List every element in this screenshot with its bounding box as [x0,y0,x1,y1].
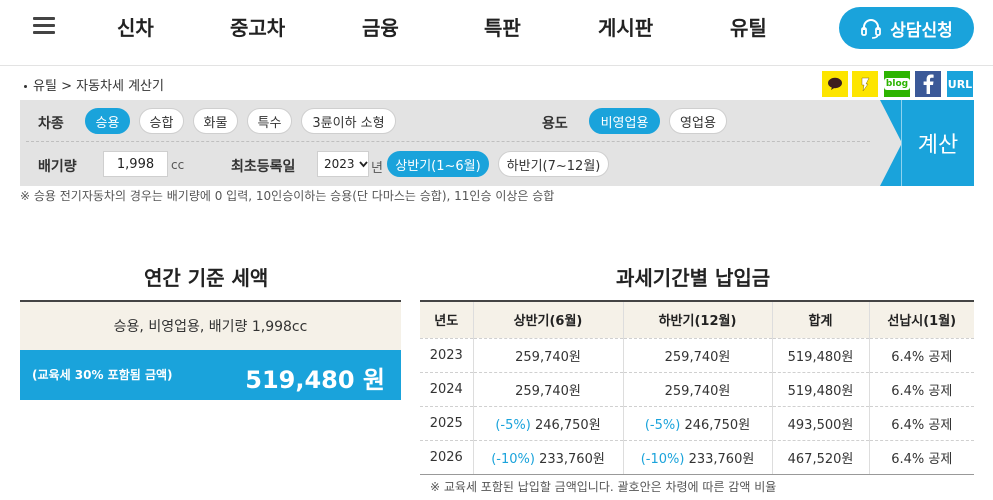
row-year: 2026 [420,439,473,475]
table-note: ※ 교육세 포함된 납입할 금액입니다. 괄호안은 차령에 따른 감액 비율 [430,480,777,494]
annual-amount: 519,480 원 [245,366,385,394]
panel-divider [26,141,870,142]
row-year: 2023 [420,337,473,372]
kakaotalk-share-icon[interactable] [822,71,848,97]
first-half-amount: 233,760원 [539,451,605,467]
row-total: 493,500원 [771,405,869,440]
row-prepay: 6.4% 공제 [868,371,974,406]
consult-button[interactable]: 상담신청 [839,7,974,49]
nav-item-util[interactable]: 유틸 [730,16,767,40]
first-half-amount: 246,750원 [534,417,601,433]
cc-label: 배기량 [38,159,77,175]
first-half-button[interactable]: 상반기(1~6월) [387,151,489,177]
cc-unit: cc [171,158,185,172]
table-row: 2024 259,740원 259,740원 519,480원 6.4% 공제 [420,371,974,406]
registration-label: 최초등록일 [231,159,296,175]
payment-table: 년도 상반기(6월) 하반기(12월) 합계 선납시(1월) 2023 259,… [420,300,974,475]
nav-item-board[interactable]: 게시판 [598,16,654,40]
car-type-passenger[interactable]: 승용 [85,108,130,134]
annual-title: 연간 기준 세액 [144,266,269,290]
car-type-truck[interactable]: 화물 [193,108,238,134]
second-half-amount: 233,760원 [688,451,755,467]
row-prepay: 6.4% 공제 [868,405,974,440]
row-prepay: 6.4% 공제 [868,337,974,372]
annual-summary: 승용, 비영업용, 배기량 1,998cc [20,300,401,350]
calculate-button[interactable]: 계산 [880,100,974,186]
blog-share-icon[interactable]: blog [883,71,911,97]
discount-rate: (-5%) [644,417,681,433]
table-header-row: 년도 상반기(6월) 하반기(12월) 합계 선납시(1월) [420,300,974,338]
top-navigation: 신차 중고차 금융 특판 게시판 유틸 상담신청 [0,0,993,66]
row-total: 519,480원 [771,337,869,372]
table-row: 2026 (-10%) 233,760원 (-10%) 233,760원 467… [420,439,974,475]
row-year: 2025 [420,405,473,440]
edu-tax-note: (교육세 30% 포함됨 금액) [32,368,173,382]
usage-commercial[interactable]: 영업용 [669,108,727,134]
second-half-button[interactable]: 하반기(7~12월) [498,151,609,177]
car-type-van[interactable]: 승합 [139,108,184,134]
menu-icon[interactable] [33,17,55,35]
second-half-amount: 246,750원 [684,417,751,433]
header-first-half: 상반기(6월) [472,300,623,338]
headset-icon [860,17,882,39]
first-half-amount: 259,740원 [515,349,581,365]
year-value: 2023 [324,157,355,171]
header-second-half: 하반기(12월) [622,300,772,338]
row-total: 519,480원 [771,371,869,406]
nav-item-special-sale[interactable]: 특판 [484,16,521,40]
header-prepay: 선납시(1월) [868,300,974,338]
second-half-amount: 259,740원 [664,349,731,365]
facebook-share-icon[interactable] [915,71,941,97]
car-type-three-wheel[interactable]: 3륜이하 소형 [301,108,396,134]
table-row: 2025 (-5%) 246,750원 (-5%) 246,750원 493,5… [420,405,974,440]
url-copy-button[interactable]: URL [947,71,973,97]
discount-rate: (-10%) [491,451,535,467]
input-note: ※ 승용 전기자동차의 경우는 배기량에 0 입력, 10인승이하는 승용(단 … [20,189,555,203]
period-title: 과세기간별 납입금 [616,266,771,290]
nav-item-new-car[interactable]: 신차 [117,16,154,40]
first-half-amount: 259,740원 [515,383,581,399]
calculate-label: 계산 [917,133,959,158]
discount-rate: (-5%) [495,417,531,433]
consult-label: 상담신청 [890,20,953,41]
kakaostory-share-icon[interactable] [852,71,878,97]
nav-item-finance[interactable]: 금융 [362,16,399,40]
row-year: 2024 [420,371,473,406]
blog-label: blog [883,78,911,90]
year-unit: 년 [371,161,383,176]
annual-amount-box: (교육세 30% 포함됨 금액) 519,480 원 [20,350,401,400]
year-select[interactable]: 2023 [317,151,369,177]
breadcrumb-home[interactable]: 유틸 [33,79,57,94]
table-row: 2023 259,740원 259,740원 519,480원 6.4% 공제 [420,337,974,372]
car-type-special[interactable]: 특수 [247,108,292,134]
nav-item-used-car[interactable]: 중고차 [230,16,286,40]
cc-input[interactable] [103,151,168,177]
breadcrumb-current: 자동차세 계산기 [76,79,164,94]
header-year: 년도 [420,300,473,338]
car-type-label: 차종 [38,116,64,132]
second-half-amount: 259,740원 [664,383,731,399]
usage-non-commercial[interactable]: 비영업용 [589,108,660,134]
header-total: 합계 [771,300,869,338]
breadcrumb: 유틸 > 자동차세 계산기 [24,75,164,94]
chevron-down-icon [358,160,368,167]
breadcrumb-separator: > [61,79,72,94]
usage-label: 용도 [542,116,568,132]
row-prepay: 6.4% 공제 [868,439,974,475]
discount-rate: (-10%) [640,451,685,467]
row-total: 467,520원 [771,439,869,475]
